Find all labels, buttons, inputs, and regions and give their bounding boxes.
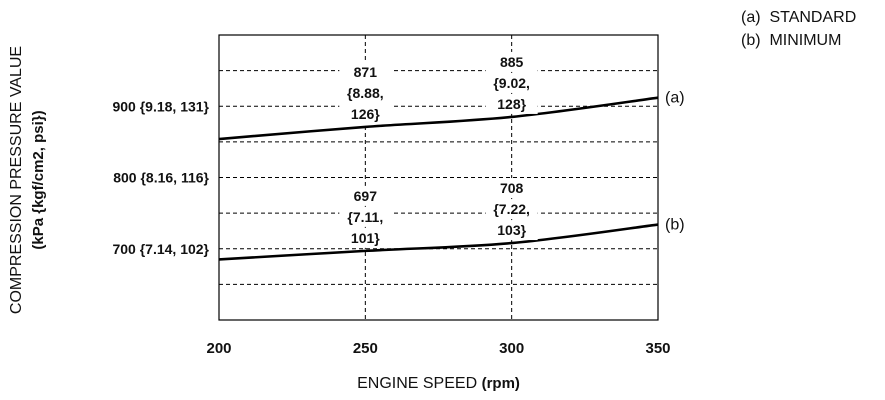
legend-entry-1: (b) MINIMUM: [741, 32, 841, 49]
plot-frame: [218, 34, 659, 321]
data-label-line: 126}: [351, 106, 380, 122]
data-label-a-250: 871 {8.88, 126}: [339, 61, 392, 124]
x-axis-unit: (rpm): [482, 375, 520, 392]
data-label-line: {7.22,: [493, 201, 530, 217]
y-tick-label-900: 900 {9.18, 131}: [112, 98, 209, 114]
series-line-b: [218, 223, 659, 261]
data-label-line: 103}: [497, 222, 526, 238]
grid-layer: [219, 35, 658, 320]
data-label-bg: [339, 227, 392, 248]
data-label-bg: [485, 51, 538, 72]
data-label-a-300: 885 {9.02, 128}: [485, 51, 538, 114]
data-label-bg: [485, 72, 538, 93]
data-label-bg: [339, 103, 392, 124]
data-label-line: {8.88,: [347, 85, 384, 101]
data-label-bg: [485, 199, 538, 220]
data-label-bg: [485, 178, 538, 199]
x-tick-label-250: 250: [353, 340, 378, 357]
data-label-line: {9.02,: [493, 75, 530, 91]
data-label-b-300: 708 {7.22, 103}: [485, 178, 538, 241]
series-line-a: [218, 96, 659, 141]
data-label-b-250: 697 {7.11, 101}: [339, 185, 392, 248]
x-tick-label-300: 300: [499, 340, 524, 357]
data-label-line: 101}: [351, 230, 380, 246]
series-tag-b: (b): [665, 217, 685, 234]
series-tag-a: (a): [665, 90, 685, 107]
x-axis-title: ENGINE SPEED (rpm): [357, 375, 520, 392]
data-label-bg: [339, 61, 392, 82]
y-axis-unit: (kPa {kgf/cm2, psi}): [30, 110, 47, 249]
data-label-bg: [485, 220, 538, 241]
data-label-bg: [339, 185, 392, 206]
x-tick-label-200: 200: [206, 340, 231, 357]
data-label-line: 871: [354, 64, 378, 80]
data-label-bg: [339, 82, 392, 103]
data-label-bg: [339, 206, 392, 227]
data-label-line: 697: [354, 188, 378, 204]
y-axis-label: COMPRESSION PRESSURE VALUE: [8, 46, 25, 314]
y-tick-label-800: 800 {8.16, 116}: [113, 170, 209, 186]
label-layer: (a) 871 {8.88, 126} 885 {9.02, 128} (b) 697 {7.11…: [8, 9, 856, 392]
y-tick-label-700: 700 {7.14, 102}: [112, 241, 209, 257]
x-axis-label: ENGINE SPEED: [357, 375, 481, 392]
data-label-line: 708: [500, 180, 524, 196]
data-label-line: 885: [500, 54, 524, 70]
data-label-bg: [485, 93, 538, 114]
legend-entry-0: (a) STANDARD: [741, 9, 856, 26]
data-label-line: {7.11,: [347, 209, 383, 225]
data-label-line: 128}: [497, 96, 526, 112]
series-layer: [218, 96, 659, 261]
x-tick-label-350: 350: [645, 340, 670, 357]
